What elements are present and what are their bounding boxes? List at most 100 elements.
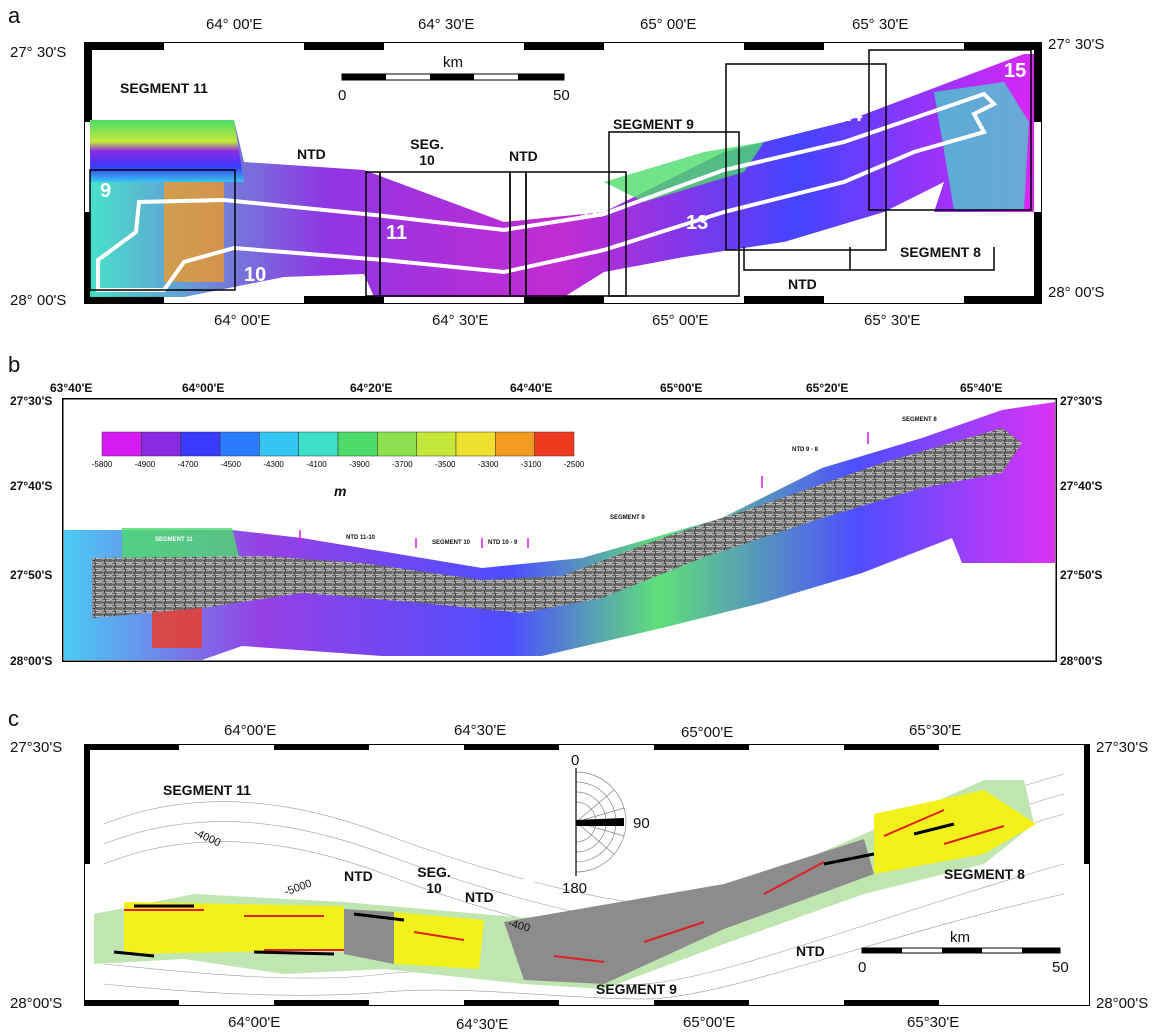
seg10-label: SEG. 10 xyxy=(417,864,451,896)
ntd-label: NTD xyxy=(297,146,326,162)
rose-label: 90 xyxy=(633,815,650,832)
colorbar-swatch xyxy=(534,431,575,457)
colorbar-swatch xyxy=(180,431,221,457)
colorbar-tick: -3500 xyxy=(435,460,456,469)
rose-diagram xyxy=(524,762,646,882)
colorbar-swatch xyxy=(416,431,457,457)
colorbar-tick: -3700 xyxy=(392,460,413,469)
ridge-number: 13 xyxy=(686,212,709,234)
colorbar-tick: -4300 xyxy=(263,460,284,469)
lon-label: 65° 30'E xyxy=(852,16,909,33)
colorbar-tick: -3300 xyxy=(478,460,499,469)
ridge-number: 10 xyxy=(244,264,267,286)
lon-label: 65°00'E xyxy=(683,1014,736,1031)
colorbar-tick: -4500 xyxy=(220,460,241,469)
seg10-label: SEG. 10 xyxy=(410,136,444,168)
lon-label: 65° 30'E xyxy=(864,312,921,329)
ridge-number: 9 xyxy=(100,180,112,202)
lon-label: 64° 30'E xyxy=(418,16,475,33)
ntd-label: NTD xyxy=(344,868,373,884)
lat-label: 27° 30'S xyxy=(10,44,67,61)
label-b: SEGMENT 11 xyxy=(155,537,193,543)
lat-label: 28° 00'S xyxy=(10,292,67,309)
rose-label: 180 xyxy=(562,880,588,897)
lat-label: 28°00'S xyxy=(10,654,53,668)
label-b: NTD 11-10 xyxy=(346,535,376,541)
scale-max: 50 xyxy=(1052,959,1069,976)
lat-label: 28°00'S xyxy=(1096,995,1149,1012)
bathymetry-map-a xyxy=(84,42,1042,304)
colorbar-swatch xyxy=(455,431,496,457)
ridge-number: 15 xyxy=(1004,60,1027,82)
lon-label: 65°40'E xyxy=(960,381,1003,395)
colorbar-swatch xyxy=(219,431,260,457)
sonar-map-b: -5800 -4900 -4700 -4500 -4300 -4100 -3900 -3700… xyxy=(62,398,1057,662)
lat-label: 27°30'S xyxy=(1060,394,1103,408)
ridge-number: 12 xyxy=(580,200,603,222)
lon-label: 65° 00'E xyxy=(640,16,697,33)
label-b: SEGMENT 8 xyxy=(902,417,937,423)
panel-letter-b: b xyxy=(8,352,21,377)
lon-label: 64°30'E xyxy=(454,722,507,739)
ntd-label: NTD xyxy=(796,943,825,959)
lon-label: 64°30'E xyxy=(456,1016,509,1033)
label-b: NTD 10 - 9 xyxy=(488,540,518,546)
lon-label: 64° 30'E xyxy=(432,312,489,329)
ntd-label: NTD xyxy=(465,889,494,905)
scale-unit: km xyxy=(950,929,970,946)
scale-max: 50 xyxy=(553,87,570,104)
ridge-number: 14 xyxy=(840,104,863,126)
ridge-number: 11 xyxy=(386,222,408,244)
lon-label: 65°00'E xyxy=(660,381,703,395)
colorbar-swatch xyxy=(495,431,535,457)
ntd-label: NTD xyxy=(788,276,817,292)
segment-label: SEGMENT 8 xyxy=(944,866,1025,882)
lon-label: 65°20'E xyxy=(806,381,849,395)
structural-map-c xyxy=(84,744,1090,1006)
lon-label: 64°40'E xyxy=(510,381,553,395)
depth-unit: m xyxy=(334,483,347,499)
colorbar-swatch xyxy=(101,431,142,457)
lon-label: 65°00'E xyxy=(681,724,734,741)
segment-label: SEGMENT 11 xyxy=(163,782,251,798)
lon-label: 65°30'E xyxy=(907,1014,960,1031)
panel-letter-a: a xyxy=(8,3,21,28)
colorbar-swatch xyxy=(337,431,378,457)
colorbar-tick: -4700 xyxy=(178,460,199,469)
lon-label: 64° 00'E xyxy=(214,312,271,329)
lat-label: 27°50'S xyxy=(10,568,53,582)
lon-label: 65°30'E xyxy=(909,722,962,739)
depth-colorbar: -5800 -4900 -4700 -4500 -4300 -4100 -3900 -3700… xyxy=(92,431,585,469)
lon-label: 64° 00'E xyxy=(206,16,263,33)
segment-label: SEGMENT 9 xyxy=(613,116,694,132)
scale-min: 0 xyxy=(338,87,347,104)
lat-label: 28° 00'S xyxy=(1048,284,1105,301)
colorbar-swatch xyxy=(298,431,339,457)
lat-label: 28°00'S xyxy=(1060,654,1103,668)
colorbar-swatch xyxy=(259,431,299,457)
lat-label: 27°40'S xyxy=(10,479,53,493)
segment-label: SEGMENT 8 xyxy=(900,244,981,260)
colorbar-tick: -3100 xyxy=(521,460,542,469)
lat-label: 27°30'S xyxy=(10,739,63,756)
lat-label: 27°30'S xyxy=(1096,739,1149,756)
lat-label: 27°40'S xyxy=(1060,479,1103,493)
colorbar-tick: -4900 xyxy=(135,460,156,469)
segment-label: SEGMENT 11 xyxy=(120,80,208,96)
rose-label: 0 xyxy=(571,752,580,769)
ntd-label: NTD xyxy=(509,148,538,164)
scale-bar-c xyxy=(861,947,1061,954)
lon-label: 65° 00'E xyxy=(652,312,709,329)
colorbar-tick: -4100 xyxy=(306,460,327,469)
label-b: SEGMENT 9 xyxy=(610,515,645,521)
scale-bar-a xyxy=(341,73,565,81)
lat-label: 27°30'S xyxy=(10,394,53,408)
colorbar-tick: -5800 xyxy=(92,460,113,469)
lat-label: 27°50'S xyxy=(1060,568,1103,582)
colorbar-tick: -2500 xyxy=(564,460,585,469)
lon-label: 64°00'E xyxy=(228,1014,281,1031)
lon-label: 63°40'E xyxy=(50,381,93,395)
label-b: SEGMENT 10 xyxy=(432,540,471,546)
panel-letter-c: c xyxy=(8,706,19,731)
lon-label: 64°00'E xyxy=(224,722,277,739)
